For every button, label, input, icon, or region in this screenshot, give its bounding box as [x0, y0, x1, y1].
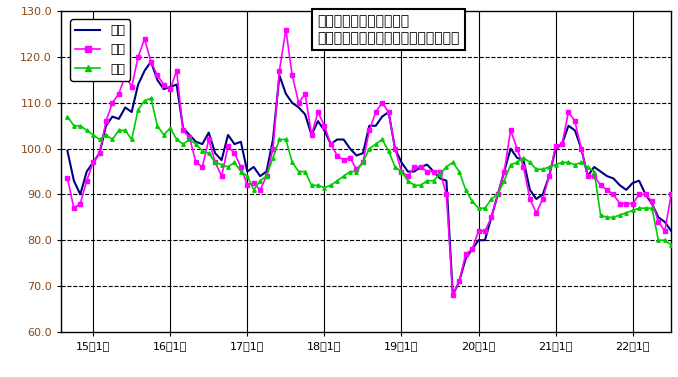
- Text: 鳳取県鉱工業指数の推移
（季節調整済、平成７７年＝１００）: 鳳取県鉱工業指数の推移 （季節調整済、平成７７年＝１００）: [317, 15, 460, 45]
- Legend: 生産, 出荷, 在庫: 生産, 出荷, 在庫: [71, 19, 130, 81]
